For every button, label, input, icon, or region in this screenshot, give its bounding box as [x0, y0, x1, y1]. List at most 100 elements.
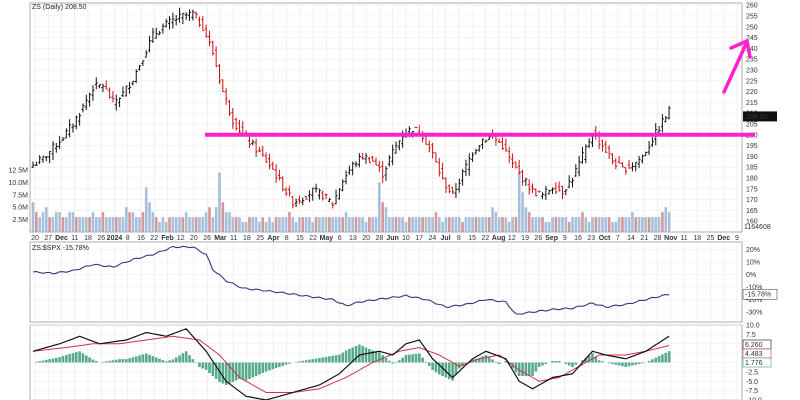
volume-bar	[621, 217, 624, 232]
volume-bar	[238, 217, 241, 232]
macd-histogram-bar	[474, 358, 478, 363]
macd-histogram-bar	[74, 352, 78, 363]
macd-histogram-bar	[354, 346, 358, 363]
x-tick-label: Nov	[664, 235, 677, 242]
macd-histogram-bar	[148, 354, 151, 363]
volume-bar	[547, 222, 551, 232]
volume-bar	[51, 217, 55, 232]
macd-histogram-bar	[158, 358, 161, 363]
x-tick-label: 11	[680, 235, 687, 242]
volume-bar	[378, 182, 381, 232]
volume-bar	[587, 222, 591, 232]
volume-bar	[454, 217, 458, 232]
volume-last-label: 1164608	[744, 224, 771, 231]
macd-histogram-bar	[318, 358, 321, 363]
volume-bar	[551, 217, 554, 232]
x-tick-label: 11	[230, 235, 237, 242]
macd-histogram-bar	[491, 359, 494, 363]
macd-line	[32, 328, 670, 400]
macd-histogram-bar	[324, 356, 328, 363]
volume-axis-label: 5.0M	[12, 205, 28, 212]
macd-histogram-bar	[194, 362, 198, 364]
volume-bar	[401, 217, 404, 232]
x-tick-label: 18	[243, 235, 251, 242]
macd-histogram-bar	[254, 362, 258, 376]
relative-strength-panel	[29, 241, 743, 323]
macd-histogram-bar	[45, 359, 48, 363]
volume-bar	[484, 217, 488, 232]
volume-bar	[354, 217, 358, 232]
macd-histogram-bar	[151, 356, 155, 363]
macd-histogram-bar	[264, 362, 268, 372]
volume-bar	[527, 212, 531, 232]
volume-bar	[324, 217, 328, 232]
x-tick-label: 22	[150, 235, 158, 242]
x-tick-label: Feb	[161, 235, 173, 242]
macd-histogram-bar	[321, 357, 325, 363]
volume-bar	[258, 222, 261, 232]
macd-histogram-bar	[338, 354, 341, 363]
macd-histogram-bar	[38, 361, 41, 363]
macd-histogram-bar	[477, 358, 481, 363]
volume-bar	[611, 222, 614, 232]
macd-histogram-bar	[258, 362, 261, 375]
volume-bar	[431, 217, 434, 232]
volume-bar	[61, 217, 65, 232]
volume-bar	[368, 217, 371, 232]
volume-bar	[45, 207, 48, 232]
volume-bar	[544, 222, 548, 232]
macd-histogram-bar	[211, 362, 215, 376]
macd-histogram-bar	[104, 361, 108, 363]
volume-bar	[321, 217, 325, 232]
volume-bar	[291, 217, 295, 232]
volume-bar	[204, 212, 208, 232]
volume-bar	[641, 217, 644, 232]
macd-histogram-bar	[351, 347, 354, 363]
x-tick-label: 25	[256, 235, 264, 242]
x-tick-label: 28	[375, 235, 383, 242]
volume-bar	[381, 202, 384, 232]
volume-bar	[214, 207, 218, 232]
macd-histogram-bar	[208, 362, 211, 373]
volume-bar	[388, 217, 391, 232]
macd-histogram-bar	[248, 362, 251, 379]
breakout-arrow	[722, 42, 748, 94]
volume-bar	[634, 217, 638, 232]
macd-histogram-bar	[557, 361, 561, 363]
volume-axis-label: 2.5M	[12, 217, 28, 224]
last-price-tag	[743, 111, 777, 122]
macd-histogram-bar	[434, 362, 438, 373]
volume-bar	[31, 202, 35, 232]
macd-histogram-bar	[224, 362, 228, 385]
volume-bar	[68, 212, 71, 232]
volume-axis-label: 10.0M	[9, 180, 29, 187]
price-y-tick-label: 160	[746, 219, 758, 226]
macd-histogram-bar	[611, 362, 614, 364]
macd-histogram-bar	[554, 361, 558, 363]
volume-bar	[647, 217, 651, 232]
macd-histogram-bar	[388, 360, 391, 363]
volume-bar	[374, 217, 378, 232]
volume-bar	[358, 217, 361, 232]
volume-bar	[434, 212, 438, 232]
volume-bar	[178, 217, 181, 232]
volume-bar	[108, 217, 111, 232]
price-y-tick-label: 190	[746, 154, 758, 161]
volume-bar	[301, 217, 305, 232]
x-tick-label: May	[320, 235, 334, 242]
macd-histogram-bar	[551, 361, 554, 363]
volume-bar	[661, 212, 664, 232]
macd-histogram-bar	[214, 362, 218, 379]
volume-bar	[111, 217, 115, 232]
macd-histogram-bar	[244, 362, 248, 381]
price-y-tick-label: 195	[746, 143, 758, 150]
macd-histogram-bar	[178, 355, 181, 363]
volume-bar	[244, 222, 248, 232]
x-tick-label: 15	[296, 235, 304, 242]
macd-histogram-bar	[574, 362, 578, 365]
macd-histogram-bar	[404, 355, 408, 363]
macd-histogram-bar	[464, 362, 468, 364]
volume-bar	[554, 217, 558, 232]
macd-histogram-bar	[454, 362, 458, 375]
x-tick-label: 18	[693, 235, 701, 242]
